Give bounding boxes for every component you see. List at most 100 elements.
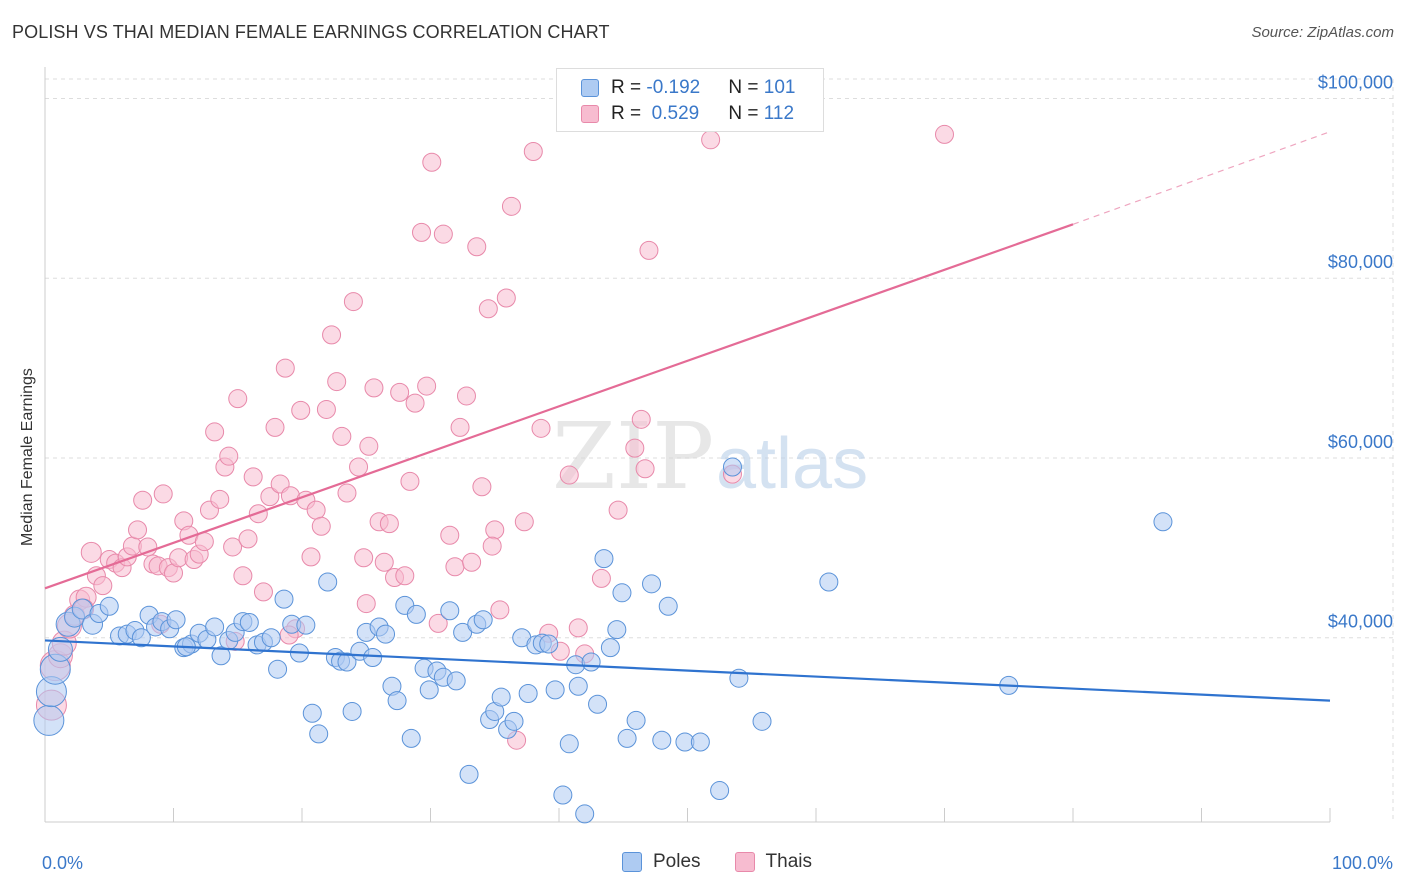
poles-legend-swatch xyxy=(622,852,642,872)
y-tick-label: $60,000 xyxy=(1328,432,1393,452)
legend-r-value-thais: 0.529 xyxy=(646,103,700,124)
legend-r-label: R = xyxy=(611,77,647,98)
poles-point xyxy=(337,652,357,672)
poles-trend-line xyxy=(44,639,1331,702)
thais-point xyxy=(485,520,505,540)
poles-point xyxy=(588,694,608,714)
thais-point xyxy=(450,417,470,437)
poles-point xyxy=(710,781,730,801)
legend-item-thais[interactable]: Thais xyxy=(734,851,812,873)
thais-point xyxy=(80,541,102,563)
thais-point xyxy=(456,386,476,406)
legend-n-label: N = xyxy=(728,77,764,98)
thais-point xyxy=(501,196,521,216)
thais-point xyxy=(631,409,651,429)
thais-point xyxy=(265,417,285,437)
thais-trend-line xyxy=(44,223,1074,590)
thais-point xyxy=(422,152,442,172)
thais-point xyxy=(311,516,331,536)
poles-point xyxy=(545,680,565,700)
poles-point xyxy=(261,628,281,648)
thais-point xyxy=(440,525,460,545)
legend-item-poles[interactable]: Poles xyxy=(622,851,701,873)
poles-point xyxy=(363,648,383,668)
poles-point xyxy=(376,624,396,644)
poles-point xyxy=(491,687,511,707)
thais-legend-swatch xyxy=(734,852,755,872)
series-legend: Poles Thais xyxy=(622,851,846,873)
legend-r-value-poles: -0.192 xyxy=(646,77,701,98)
thais-point xyxy=(306,500,326,520)
poles-point xyxy=(419,680,439,700)
thais-point xyxy=(496,288,516,308)
thais-point xyxy=(417,376,437,396)
poles-point xyxy=(318,572,338,592)
thais-point xyxy=(223,537,243,557)
poles-point xyxy=(626,710,646,730)
poles-point xyxy=(652,730,672,750)
poles-point xyxy=(274,589,294,609)
poles-point xyxy=(99,596,119,616)
thais-point xyxy=(639,240,659,260)
poles-point xyxy=(690,732,710,752)
thais-point xyxy=(327,372,347,392)
poles-point xyxy=(131,628,151,648)
thais-point xyxy=(428,613,448,633)
poles-legend-label: Poles xyxy=(653,851,701,872)
poles-point xyxy=(440,601,460,621)
thais-point xyxy=(635,459,655,479)
poles-point xyxy=(722,457,742,477)
poles-point xyxy=(211,646,231,666)
thais-point xyxy=(275,358,295,378)
poles-point xyxy=(594,549,614,569)
thais-point xyxy=(433,224,453,244)
poles-point xyxy=(581,652,601,672)
y-tick-label: $100,000 xyxy=(1318,72,1393,92)
poles-point xyxy=(446,671,466,691)
thais-point xyxy=(153,484,173,504)
thais-point xyxy=(316,399,336,419)
thais-point xyxy=(301,547,321,567)
y-tick-label: $80,000 xyxy=(1328,252,1393,272)
poles-point xyxy=(819,572,839,592)
thais-point xyxy=(349,457,369,477)
thais-point xyxy=(374,552,394,572)
thais-point xyxy=(608,500,628,520)
trend-lines xyxy=(44,131,1331,702)
thais-point xyxy=(128,520,148,540)
thais-point xyxy=(395,566,415,586)
poles-point xyxy=(33,704,65,736)
source-credit: Source: ZipAtlas.com xyxy=(1251,24,1394,41)
thais-point xyxy=(478,299,498,319)
thais-point xyxy=(233,566,253,586)
watermark: ZIP atlas xyxy=(552,403,868,510)
thais-point xyxy=(332,426,352,446)
thais-point xyxy=(559,465,579,485)
poles-point xyxy=(642,574,662,594)
thais-point xyxy=(343,292,363,312)
poles-point xyxy=(553,785,573,805)
legend-r-label: R = xyxy=(611,103,647,124)
thais-point xyxy=(243,467,263,487)
gridlines xyxy=(45,78,1394,822)
poles-point xyxy=(568,676,588,696)
thais-point xyxy=(322,325,342,345)
poles-point xyxy=(166,610,186,630)
thais-point xyxy=(238,529,258,549)
thais-point xyxy=(93,576,113,596)
thais-point xyxy=(219,446,239,466)
poles-point xyxy=(406,604,426,624)
thais-point xyxy=(405,393,425,413)
poles-swatch xyxy=(581,79,599,97)
thais-point xyxy=(523,141,543,161)
thais-point xyxy=(490,600,510,620)
thais-point xyxy=(568,618,588,638)
thais-point xyxy=(390,382,410,402)
thais-point xyxy=(354,548,374,568)
thais-point xyxy=(514,512,534,532)
poles-point xyxy=(309,724,329,744)
poles-point xyxy=(1153,512,1173,532)
poles-point xyxy=(239,612,259,632)
poles-point xyxy=(268,659,288,679)
thais-point xyxy=(228,389,248,409)
